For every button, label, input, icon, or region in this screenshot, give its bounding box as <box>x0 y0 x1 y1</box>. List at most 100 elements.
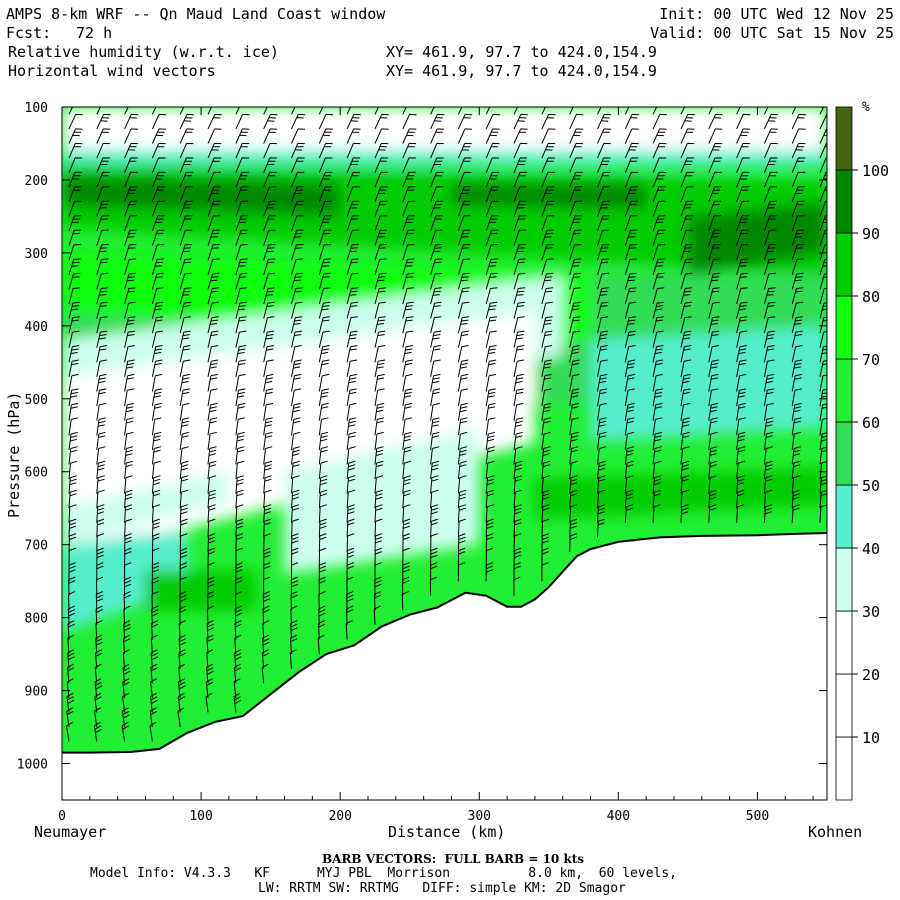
wind-barb <box>791 113 806 130</box>
wind-barb <box>430 301 442 319</box>
wind-barb <box>151 518 160 538</box>
wind-barb <box>291 229 304 246</box>
wind-barb <box>96 460 106 480</box>
wind-barb <box>624 128 639 144</box>
wind-barb <box>207 475 217 494</box>
wind-barb <box>708 388 719 407</box>
wind-barb <box>151 562 160 582</box>
wind-barb <box>485 504 494 523</box>
wind-barb <box>96 518 105 538</box>
wind-barb <box>318 547 327 567</box>
plot-frame <box>61 106 828 801</box>
wind-barb <box>179 345 191 363</box>
wind-barb <box>207 244 220 261</box>
wind-barb <box>291 330 303 348</box>
wind-barb <box>262 591 271 611</box>
wind-barb <box>179 215 193 232</box>
wind-barb <box>151 402 162 421</box>
wind-barb <box>263 576 271 596</box>
wind-barb <box>708 345 720 363</box>
wind-barb <box>819 446 827 465</box>
wind-barb <box>652 186 666 202</box>
wind-barb <box>124 330 136 348</box>
wind-barb <box>206 634 214 655</box>
wind-barb <box>318 591 326 611</box>
wind-barb <box>624 388 635 407</box>
wind-barb <box>291 215 304 232</box>
wind-barb <box>263 359 274 377</box>
wind-barb <box>291 504 300 523</box>
wind-barb <box>763 200 777 217</box>
wind-barb <box>318 171 333 188</box>
wind-barb <box>178 620 186 640</box>
wind-barb <box>597 157 611 173</box>
wind-barb <box>207 504 216 523</box>
wind-barb <box>68 272 81 290</box>
wind-barb <box>318 113 334 130</box>
wind-barb <box>680 272 693 290</box>
wind-barb <box>68 417 79 436</box>
wind-barb <box>763 258 777 275</box>
colorbar: 10 20 30 40 50 60 70 80 90 100 <box>835 106 889 801</box>
wind-barb <box>569 287 581 305</box>
wind-barb <box>151 200 165 217</box>
wind-barb <box>791 186 805 202</box>
wind-barb <box>652 388 663 407</box>
wind-barb <box>402 388 413 407</box>
wind-barb <box>597 518 605 538</box>
colorbar-tick-label: 40 <box>862 540 880 558</box>
wind-barb <box>541 460 551 480</box>
wind-barb <box>652 373 663 392</box>
field-name-wind: Horizontal wind vectors <box>8 62 216 80</box>
wind-barb <box>624 113 640 130</box>
wind-barb <box>708 489 717 509</box>
wind-barb <box>149 692 158 713</box>
wind-barb <box>569 533 577 553</box>
wind-barb <box>569 431 579 450</box>
wind-barb <box>318 128 333 144</box>
wind-barb <box>179 576 187 596</box>
wind-barb <box>708 475 717 494</box>
wind-barb <box>346 330 358 348</box>
wind-barb <box>541 330 553 348</box>
wind-barb <box>485 142 500 159</box>
wind-barb <box>66 721 73 742</box>
wind-barb <box>569 373 580 392</box>
wind-barb <box>68 345 80 363</box>
wind-barb <box>346 417 357 436</box>
wind-barb <box>457 215 471 232</box>
wind-barb <box>151 301 164 319</box>
wind-barb <box>151 128 166 144</box>
xy-range-2: XY= 461.9, 97.7 to 424.0,154.9 <box>386 62 657 80</box>
wind-barb <box>151 287 164 305</box>
wind-barb <box>235 330 247 348</box>
wind-barb <box>763 215 777 232</box>
wind-barb <box>819 157 827 173</box>
wind-barb <box>457 200 471 217</box>
wind-barb <box>708 417 718 436</box>
wind-barb <box>430 446 440 465</box>
wind-barb <box>402 316 414 334</box>
wind-barb <box>791 373 803 392</box>
wind-barb <box>736 301 748 319</box>
wind-barb <box>680 431 690 450</box>
wind-barb <box>652 200 666 217</box>
wind-barb <box>680 157 695 173</box>
wind-barb <box>457 562 466 582</box>
wind-barb <box>430 359 441 377</box>
wind-barb <box>124 489 133 509</box>
wind-barb <box>736 373 747 392</box>
wind-barb <box>402 446 412 465</box>
wind-barb <box>68 301 80 319</box>
wind-barb <box>624 186 639 202</box>
wind-barb <box>569 359 580 377</box>
wind-barb <box>513 446 523 465</box>
wind-barb <box>430 258 443 275</box>
wind-barb <box>68 446 78 465</box>
wind-barb <box>318 215 332 232</box>
wind-barb <box>235 373 246 392</box>
wind-barb <box>207 330 219 348</box>
wind-barb <box>68 475 78 494</box>
wind-barb <box>402 229 415 246</box>
